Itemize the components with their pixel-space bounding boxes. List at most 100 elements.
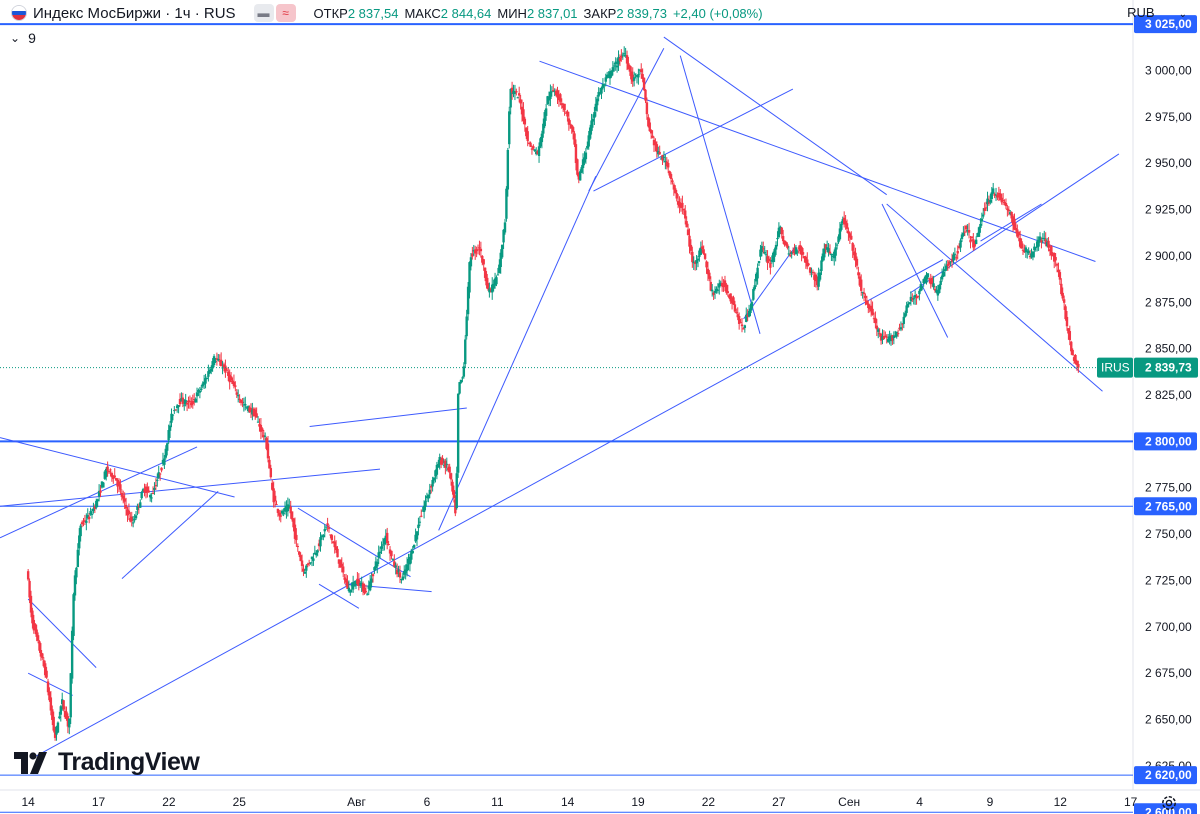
candle — [618, 54, 622, 67]
candle — [654, 138, 657, 152]
candle — [89, 507, 92, 516]
currency-selector[interactable]: RUB ⌄ — [1127, 5, 1187, 20]
candle — [184, 393, 187, 407]
trend-line-7[interactable] — [297, 507, 411, 578]
candle — [702, 245, 705, 255]
trend-line-18[interactable] — [886, 203, 1103, 392]
candle — [1023, 244, 1026, 253]
trend-line-20[interactable] — [881, 203, 949, 338]
candle — [624, 47, 627, 58]
level-label: 2 765,00 — [1145, 499, 1192, 513]
candle — [662, 151, 666, 163]
candle — [146, 482, 149, 498]
candle — [587, 130, 590, 150]
candle — [739, 319, 742, 324]
candle — [198, 386, 202, 399]
x-tick-label: 14 — [561, 795, 575, 809]
symbol-header: Индекс МосБиржи · 1ч · RUS ▬ ≈ ОТКР 2 83… — [0, 0, 769, 26]
candle — [753, 278, 756, 291]
trend-line-10[interactable] — [34, 259, 944, 758]
candle — [600, 86, 603, 100]
candle — [855, 256, 859, 270]
candle — [207, 364, 210, 382]
trend-line-0[interactable] — [27, 598, 97, 668]
candle — [847, 227, 850, 241]
ohlc-low-key: МИН — [497, 5, 527, 21]
candle — [137, 503, 141, 514]
candle — [429, 484, 433, 494]
candle — [194, 397, 197, 403]
candle — [208, 366, 212, 374]
symbol-tag: IRUS — [1101, 361, 1130, 375]
candle — [234, 381, 237, 392]
russia-flag-icon — [11, 5, 27, 21]
candle — [404, 564, 407, 580]
candle — [158, 472, 162, 481]
approx-icon[interactable]: ≈ — [275, 4, 296, 22]
candle — [330, 533, 334, 544]
candle — [657, 146, 660, 157]
candle — [993, 192, 996, 199]
trend-line-14[interactable] — [588, 47, 665, 192]
symbol-title[interactable]: Индекс МосБиржи · 1ч · RUS — [33, 4, 236, 22]
trend-line-21[interactable] — [980, 203, 1042, 242]
price-axis[interactable]: 3 000,00 2 975,00 2 950,00 2 925,00 2 900,00… — [1134, 15, 1197, 814]
candle — [750, 299, 754, 311]
trend-line-15[interactable] — [438, 175, 597, 531]
candle — [422, 500, 426, 519]
x-tick-label: 22 — [162, 795, 176, 809]
candle — [461, 376, 464, 383]
candle — [868, 304, 871, 313]
trend-line-17[interactable] — [663, 36, 887, 196]
candle — [932, 275, 935, 290]
candle — [174, 409, 177, 411]
candle — [905, 301, 908, 316]
candle — [692, 256, 695, 270]
trend-line-13[interactable] — [593, 88, 794, 192]
trend-line-1[interactable] — [27, 672, 73, 696]
y-tick-label: 2 925,00 — [1145, 203, 1192, 217]
candle — [150, 492, 153, 503]
candle — [974, 236, 978, 245]
time-axis[interactable]: 14 17 22 25 Авг 6 11 14 19 22 27 Сен 4 9 12 17 — [21, 795, 1137, 809]
trend-line-19[interactable] — [679, 55, 761, 334]
candle — [489, 287, 493, 293]
candle — [715, 286, 718, 294]
candle — [282, 508, 285, 517]
candle — [840, 221, 843, 232]
candle — [307, 559, 311, 567]
settings-gear-icon[interactable] — [1160, 794, 1178, 812]
candle — [333, 535, 336, 554]
candle — [248, 405, 251, 413]
candle — [637, 68, 640, 85]
candle — [458, 381, 461, 395]
trend-line-3[interactable] — [0, 468, 381, 507]
indicators-toggle[interactable]: ⌄ 9 — [10, 30, 36, 46]
trend-line-6[interactable] — [121, 491, 219, 579]
candle — [326, 517, 329, 532]
candle — [366, 592, 369, 596]
candle — [965, 224, 968, 233]
candle — [141, 487, 145, 493]
candle — [512, 84, 515, 98]
candle — [217, 353, 220, 362]
candle — [177, 405, 180, 414]
candle — [414, 528, 417, 543]
candle — [716, 283, 720, 294]
y-tick-label: 2 775,00 — [1145, 481, 1192, 495]
candle — [1004, 198, 1008, 210]
candle — [1020, 238, 1023, 249]
candle — [520, 99, 524, 122]
candle — [912, 295, 915, 305]
candle — [425, 492, 429, 502]
trend-line-8[interactable] — [318, 583, 360, 609]
minus-icon[interactable]: ▬ — [253, 4, 274, 22]
candle — [718, 279, 721, 295]
candle — [525, 127, 528, 140]
candle — [1051, 252, 1054, 257]
candle — [885, 334, 888, 344]
candle — [891, 334, 894, 345]
trend-line-4[interactable] — [309, 407, 467, 428]
candle — [828, 244, 832, 255]
